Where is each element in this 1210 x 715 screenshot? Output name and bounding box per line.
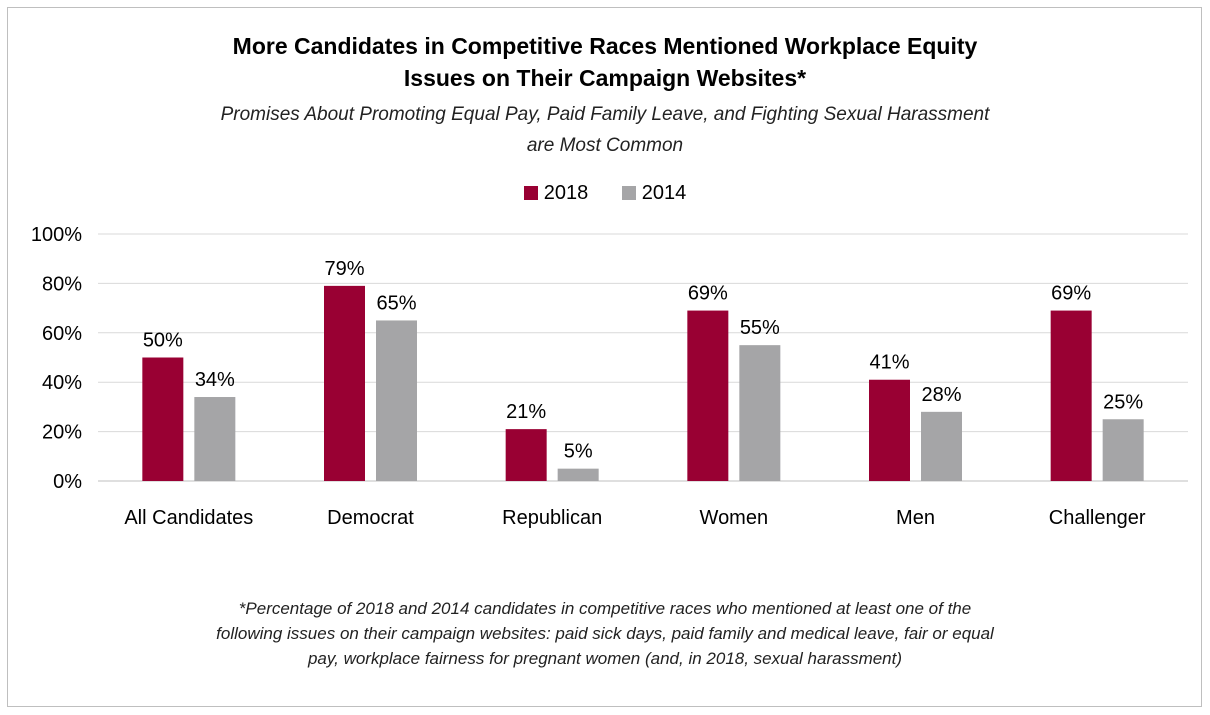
x-tick-label: Democrat: [327, 507, 414, 529]
x-tick-label: Men: [896, 507, 935, 529]
x-tick-label: Challenger: [1049, 507, 1146, 529]
data-label-2014: 25%: [1103, 391, 1143, 413]
data-label-2018: 79%: [324, 258, 364, 280]
legend-label-2014: 2014: [641, 182, 687, 204]
footnote-line3: pay, workplace fairness for pregnant wom…: [307, 649, 903, 668]
legend-item-2014: 2014: [621, 180, 687, 206]
footnote-line1: *Percentage of 2018 and 2014 candidates …: [238, 599, 972, 618]
chart-title-line2: Issues on Their Campaign Websites*: [403, 65, 807, 91]
y-tick-label: 40%: [42, 372, 82, 394]
bar-2014: [557, 468, 599, 481]
x-tick-label: Republican: [502, 507, 602, 529]
y-tick-label: 100%: [31, 224, 82, 246]
y-tick-label: 20%: [42, 422, 82, 444]
bar-2018: [142, 357, 184, 481]
legend-item-2018: 2018: [523, 180, 589, 206]
bar-2018: [869, 379, 910, 481]
bar-2014: [376, 320, 417, 481]
bar-2014: [739, 345, 781, 481]
bar-2018: [505, 429, 547, 481]
bar-2018: [687, 310, 729, 481]
data-label-2014: 65%: [376, 292, 416, 314]
bar-2014: [921, 411, 962, 481]
bar-2018: [324, 285, 365, 481]
chart-title-line1: More Candidates in Competitive Races Men…: [232, 33, 978, 59]
chart-subtitle-line1: Promises About Promoting Equal Pay, Paid…: [220, 104, 990, 125]
legend: 2018 2014: [0, 180, 1210, 207]
data-label-2018: 50%: [143, 330, 183, 352]
legend-label-2018: 2018: [543, 182, 589, 204]
bar-2014: [1102, 419, 1144, 481]
legend-swatch-2014: [621, 186, 636, 200]
chart-frame: [7, 7, 1202, 707]
x-tick-label: Women: [700, 507, 769, 529]
data-label-2014: 55%: [740, 317, 780, 339]
chart-subtitle-line2: are Most Common: [526, 135, 684, 156]
y-tick-label: 80%: [42, 273, 82, 295]
data-label-2018: 69%: [688, 283, 728, 305]
data-label-2014: 5%: [564, 441, 593, 463]
data-label-2018: 69%: [1051, 283, 1091, 305]
data-label-2014: 34%: [195, 369, 235, 391]
footnote-line2: following issues on their campaign websi…: [216, 624, 994, 643]
x-tick-label: All Candidates: [124, 507, 253, 529]
data-label-2014: 28%: [921, 384, 961, 406]
legend-swatch-2018: [523, 186, 538, 200]
data-label-2018: 21%: [506, 401, 546, 423]
data-label-2018: 41%: [869, 352, 909, 374]
bar-2018: [1050, 310, 1092, 481]
y-tick-label: 60%: [42, 323, 82, 345]
y-tick-label: 0%: [53, 471, 82, 493]
bar-2014: [194, 397, 236, 481]
